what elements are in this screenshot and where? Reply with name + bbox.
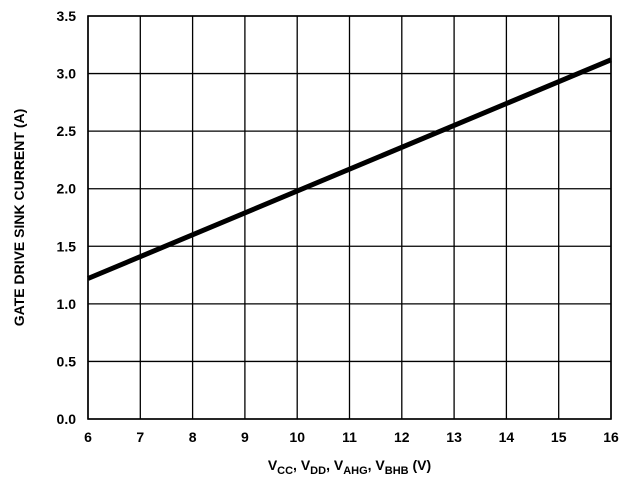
x-tick-label: 7 <box>136 429 144 445</box>
x-axis-label: VCC, VDD, VAHG, VBHB (V) <box>268 457 431 477</box>
y-tick-label: 3.0 <box>57 66 77 82</box>
y-tick-label: 2.0 <box>57 181 77 197</box>
series-group <box>87 57 612 281</box>
x-tick-label: 13 <box>446 429 462 445</box>
x-tick-label: 14 <box>499 429 515 445</box>
y-axis-label: GATE DRIVE SINK CURRENT (A) <box>11 109 27 327</box>
x-tick-labels: 6 7 8 9 10 11 12 13 14 15 16 <box>84 429 619 445</box>
x-tick-label: 11 <box>342 429 357 445</box>
x-label-subscript: BHB <box>385 465 409 477</box>
x-label-subscript: DD <box>310 465 326 477</box>
y-tick-label: 0.5 <box>57 353 77 369</box>
x-label-main: V <box>301 457 311 473</box>
x-label-separator: (V) <box>409 457 432 473</box>
x-label-subscript: AHG <box>343 465 367 477</box>
x-tick-label: 16 <box>603 429 619 445</box>
series-line <box>87 57 612 281</box>
y-tick-label: 0.0 <box>57 411 77 427</box>
x-tick-label: 12 <box>394 429 410 445</box>
y-tick-label: 1.0 <box>57 296 77 312</box>
x-label-main: V <box>334 457 344 473</box>
x-label-separator: , <box>326 457 334 473</box>
x-tick-label: 9 <box>241 429 249 445</box>
x-tick-label: 8 <box>189 429 197 445</box>
y-tick-label: 1.5 <box>57 238 77 254</box>
x-label-subscript: CC <box>277 465 293 477</box>
x-label-separator: , <box>368 457 376 473</box>
x-label-separator: , <box>293 457 301 473</box>
x-tick-label: 10 <box>289 429 305 445</box>
x-label-main: V <box>268 457 278 473</box>
y-tick-labels: 0.0 0.5 1.0 1.5 2.0 2.5 3.0 3.5 <box>57 8 77 427</box>
x-label-main: V <box>375 457 385 473</box>
plot-frame <box>87 15 612 420</box>
x-tick-label: 15 <box>551 429 567 445</box>
y-tick-label: 3.5 <box>57 8 77 24</box>
grid <box>87 15 612 420</box>
y-tick-label: 2.5 <box>57 123 77 139</box>
x-tick-label: 6 <box>84 429 92 445</box>
